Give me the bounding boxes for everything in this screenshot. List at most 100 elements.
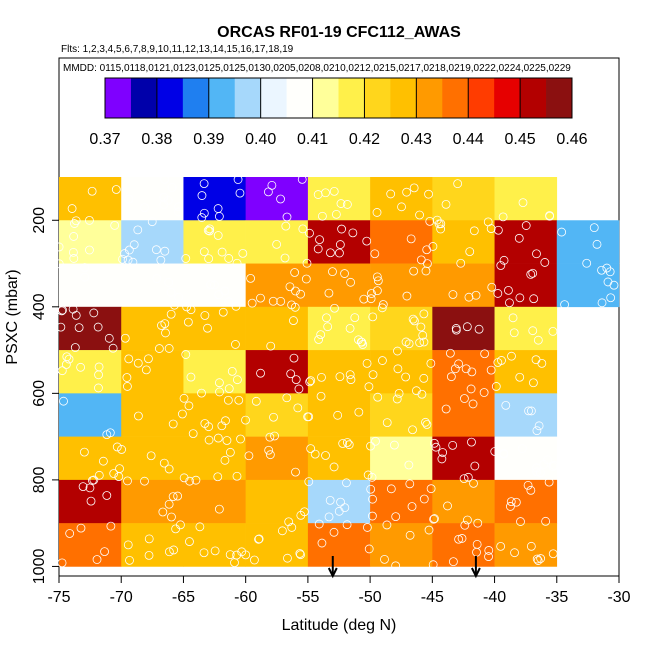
- sample-point: [281, 221, 291, 231]
- sample-point: [342, 520, 352, 530]
- heatmap-cell: [245, 220, 309, 264]
- sample-point: [337, 224, 346, 234]
- heatmap-cell: [494, 306, 558, 351]
- sample-point: [174, 207, 184, 217]
- sample-point: [220, 286, 230, 296]
- sample-point: [428, 242, 438, 251]
- sample-point: [368, 511, 377, 521]
- sample-point: [217, 247, 227, 257]
- x-tick-label: -70: [110, 589, 133, 606]
- sample-point: [57, 306, 67, 316]
- sample-point: [203, 323, 212, 333]
- sample-point: [270, 431, 279, 441]
- sample-point: [436, 224, 446, 234]
- colorbar-tick-label: 0.39: [193, 131, 224, 148]
- sample-point: [532, 249, 541, 259]
- sample-point: [529, 294, 539, 304]
- sample-point: [254, 534, 264, 544]
- sample-point: [548, 327, 558, 336]
- x-tick-label: -30: [607, 589, 630, 606]
- sample-point: [114, 472, 124, 481]
- sample-point: [141, 365, 151, 375]
- sample-point: [64, 354, 74, 364]
- sample-point: [220, 455, 230, 465]
- sample-point: [496, 541, 506, 551]
- sample-point: [112, 442, 122, 452]
- sample-point: [357, 337, 367, 347]
- sample-point: [316, 391, 326, 401]
- sample-point: [102, 430, 112, 440]
- sample-point: [147, 217, 157, 227]
- sample-point: [102, 491, 112, 500]
- colorbar-tick-label: 0.44: [453, 131, 484, 148]
- sample-point: [490, 447, 500, 456]
- sample-point: [68, 304, 78, 314]
- sample-point: [404, 460, 414, 470]
- sample-point: [465, 247, 475, 256]
- sample-point: [523, 480, 533, 490]
- sample-point: [487, 282, 497, 292]
- sample-point: [176, 520, 185, 530]
- sample-point: [532, 554, 542, 564]
- sample-point: [504, 285, 513, 295]
- sample-point: [224, 254, 234, 263]
- sample-point: [511, 497, 521, 507]
- heatmap-cell: [370, 263, 433, 308]
- sample-point: [287, 523, 297, 532]
- sample-point: [213, 231, 223, 240]
- sample-point: [408, 425, 417, 435]
- colorbar-segment: [130, 78, 158, 118]
- sample-point: [74, 323, 84, 333]
- x-tick-label: -45: [421, 589, 444, 606]
- sample-point: [297, 174, 307, 184]
- sample-point: [85, 245, 94, 255]
- heatmap-cell: [245, 436, 309, 481]
- sample-point: [168, 419, 178, 429]
- sample-point: [603, 277, 613, 287]
- sample-point: [54, 242, 64, 252]
- sample-point: [123, 476, 132, 486]
- heatmap-cell: [494, 479, 558, 524]
- sample-point: [170, 300, 179, 310]
- sample-point: [76, 362, 86, 372]
- heatmap-cell: [59, 263, 122, 308]
- sample-point: [140, 476, 149, 486]
- sample-point: [325, 495, 335, 505]
- sample-point: [506, 497, 516, 507]
- sample-point: [291, 375, 301, 385]
- sample-point: [94, 383, 103, 393]
- sample-point: [298, 224, 308, 234]
- sample-point: [528, 268, 538, 278]
- heatmap-cell: [307, 350, 371, 394]
- sample-point: [462, 322, 472, 332]
- sample-point: [373, 276, 383, 286]
- sample-point: [372, 272, 382, 282]
- sample-point: [238, 248, 248, 258]
- heatmap-cell: [307, 523, 371, 567]
- sample-point: [264, 187, 273, 197]
- sample-point: [213, 433, 223, 443]
- sample-point: [232, 550, 242, 560]
- sample-point: [306, 376, 316, 386]
- heatmap-cell: [307, 306, 371, 351]
- sample-point: [543, 455, 552, 465]
- sample-point: [329, 462, 339, 472]
- sample-point: [526, 541, 536, 551]
- sample-point: [76, 523, 86, 533]
- x-tick-label: -40: [483, 589, 506, 606]
- sample-point: [386, 189, 396, 199]
- sample-point: [454, 359, 464, 369]
- sample-point: [372, 286, 382, 296]
- sample-point: [317, 538, 327, 548]
- sample-point: [416, 322, 426, 332]
- sample-point: [85, 215, 94, 225]
- sample-point: [421, 417, 430, 427]
- sample-point: [453, 179, 463, 189]
- heatmap-cell: [183, 177, 246, 221]
- sample-point: [250, 555, 259, 565]
- sample-point: [276, 194, 285, 204]
- sample-point: [441, 404, 451, 414]
- sample-point: [366, 441, 375, 451]
- sample-point: [232, 375, 242, 385]
- sample-point: [501, 400, 511, 410]
